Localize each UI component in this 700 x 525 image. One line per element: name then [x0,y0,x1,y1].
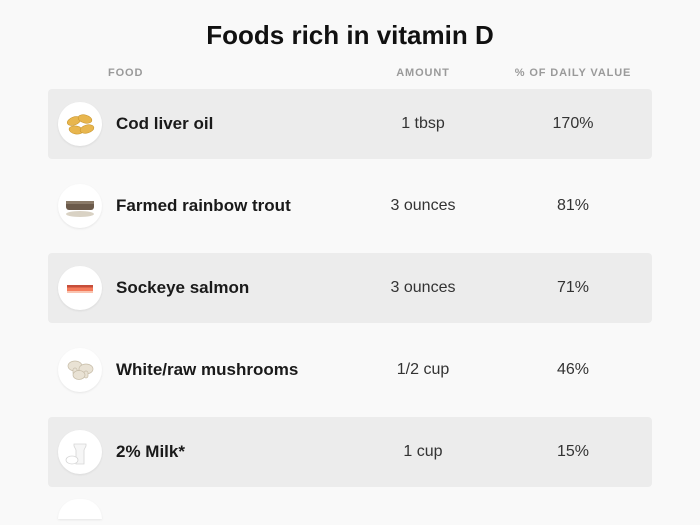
milk-icon [58,430,102,474]
table-row: White/raw mushrooms 1/2 cup 46% [48,335,652,405]
food-name: Sockeye salmon [108,278,348,298]
food-dv: 81% [498,197,648,215]
food-image-cell [52,348,108,392]
table-row: Farmed rainbow trout 3 ounces 81% [48,171,652,241]
salmon-icon [58,266,102,310]
trout-icon [58,184,102,228]
food-name: Farmed rainbow trout [108,196,348,216]
food-dv: 15% [498,443,648,461]
food-name: 2% Milk* [108,442,348,462]
next-food-icon [58,499,102,519]
food-image-cell [52,266,108,310]
table-header-row: FOOD AMOUNT % OF DAILY VALUE [48,67,652,89]
cod-liver-oil-icon [58,102,102,146]
food-amount: 1 cup [348,443,498,461]
table-row: Cod liver oil 1 tbsp 170% [48,89,652,159]
table-row: Sockeye salmon 3 ounces 71% [48,253,652,323]
food-image-cell [52,430,108,474]
food-image-cell [52,102,108,146]
food-dv: 46% [498,361,648,379]
col-header-food: FOOD [108,67,348,79]
food-dv: 71% [498,279,648,297]
mushroom-icon [58,348,102,392]
food-amount: 1/2 cup [348,361,498,379]
table-row: 2% Milk* 1 cup 15% [48,417,652,487]
col-header-dv: % OF DAILY VALUE [498,67,648,79]
table-row-partial [48,499,652,519]
food-name: White/raw mushrooms [108,360,348,380]
food-amount: 3 ounces [348,197,498,215]
food-table: FOOD AMOUNT % OF DAILY VALUE Cod liver o… [48,67,652,519]
food-amount: 3 ounces [348,279,498,297]
col-header-amount: AMOUNT [348,67,498,79]
vitamin-d-table: Foods rich in vitamin D FOOD AMOUNT % OF… [0,0,700,519]
food-dv: 170% [498,115,648,133]
food-image-cell [52,499,108,519]
table-title: Foods rich in vitamin D [48,20,652,51]
food-image-cell [52,184,108,228]
food-amount: 1 tbsp [348,115,498,133]
food-name: Cod liver oil [108,114,348,134]
